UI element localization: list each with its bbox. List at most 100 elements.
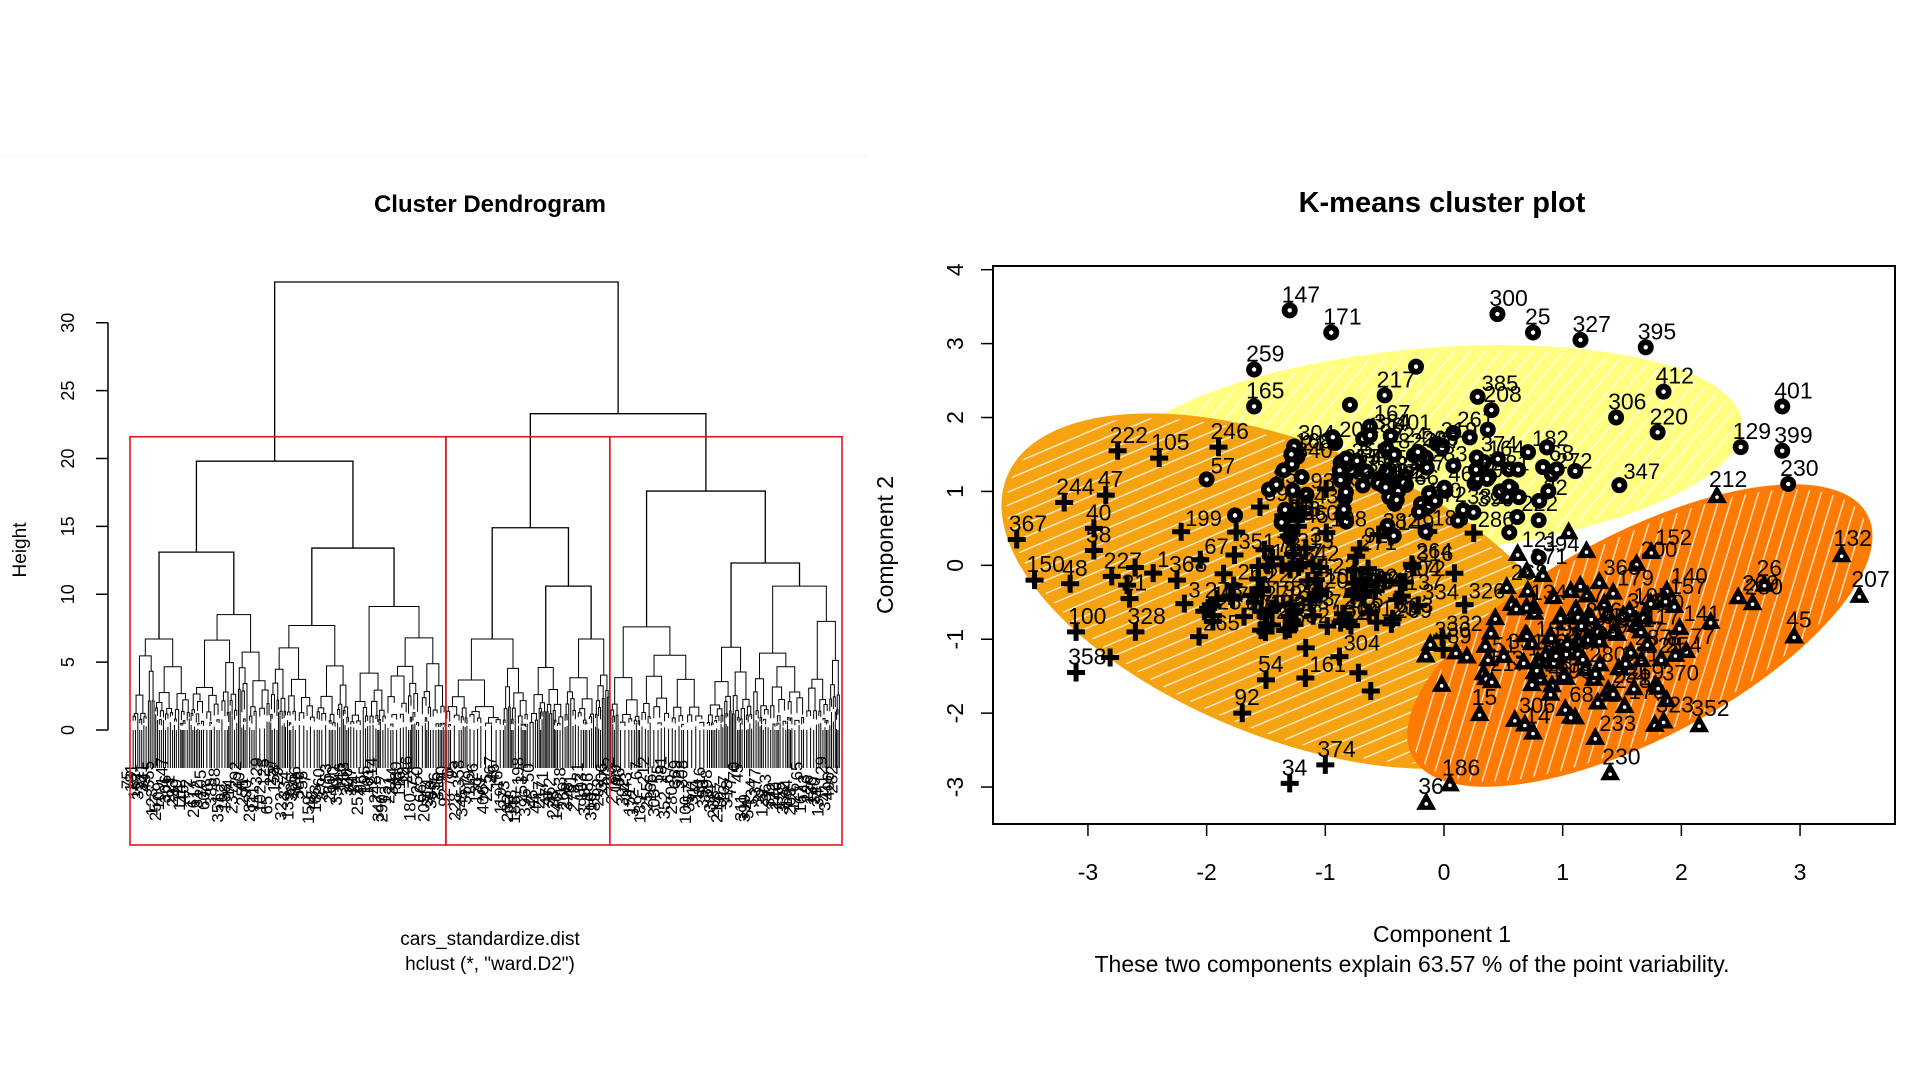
point-triangle-dot bbox=[1423, 654, 1428, 659]
leaf-label: 248 bbox=[365, 775, 384, 803]
leaf-label: 257 bbox=[261, 758, 280, 786]
point-label-40: 40 bbox=[1086, 499, 1112, 525]
point-triangle-dot bbox=[1639, 630, 1643, 635]
dendrogram-branch bbox=[216, 719, 220, 724]
leaf-label: 388 bbox=[421, 781, 440, 809]
point-label-374: 374 bbox=[1317, 736, 1356, 762]
point-label: 331 bbox=[1508, 629, 1545, 654]
x-tick-label: -3 bbox=[1078, 859, 1098, 885]
point-triangle bbox=[1641, 541, 1662, 560]
dendrogram-branch bbox=[190, 712, 194, 721]
point-triangle-dot bbox=[1628, 651, 1633, 655]
point-label-212: 212 bbox=[1709, 466, 1747, 492]
point-triangle bbox=[1577, 584, 1598, 603]
point-cross bbox=[1282, 595, 1301, 614]
point-circle-dot bbox=[1578, 337, 1583, 343]
point-label: 57 bbox=[1211, 453, 1235, 478]
point-cross bbox=[1061, 574, 1080, 593]
point-circle-dot bbox=[1204, 477, 1209, 482]
point-cross bbox=[1288, 517, 1307, 536]
point-label-278: 278 bbox=[1205, 577, 1243, 603]
leaf-label: 278 bbox=[603, 776, 622, 804]
point-label: 141 bbox=[1684, 601, 1721, 626]
leaf-label: 138 bbox=[550, 767, 569, 795]
point-label-45: 45 bbox=[1786, 607, 1812, 633]
leaf-label: 226 bbox=[798, 775, 817, 803]
leaf-label: 199 bbox=[606, 764, 625, 792]
point-circle-dot bbox=[1289, 452, 1294, 457]
point-triangle bbox=[1620, 640, 1641, 659]
leaf-label: 194 bbox=[777, 779, 796, 807]
dendrogram-branch bbox=[699, 721, 705, 727]
leaf-label: 330 bbox=[386, 761, 405, 789]
point-triangle-dot bbox=[1648, 602, 1653, 606]
point-triangle bbox=[1560, 705, 1581, 724]
point-cross bbox=[1391, 573, 1410, 592]
point-cross bbox=[1280, 774, 1299, 793]
point-cross bbox=[1311, 558, 1330, 577]
point-triangle-dot bbox=[1605, 612, 1610, 617]
point-cross bbox=[1387, 590, 1406, 609]
point-triangle bbox=[1516, 560, 1537, 579]
point-label-412: 412 bbox=[1656, 363, 1694, 389]
dendrogram-branch bbox=[399, 713, 404, 723]
point-label-399: 399 bbox=[1774, 422, 1812, 448]
dendrogram-branch bbox=[777, 715, 781, 722]
leaf-label: 236 bbox=[425, 772, 444, 800]
point-cross bbox=[1350, 539, 1369, 558]
point-triangle bbox=[1415, 644, 1436, 663]
point-circle-dot bbox=[1388, 433, 1393, 439]
point-cross bbox=[1434, 640, 1453, 659]
point-label: 199 bbox=[1185, 506, 1222, 531]
point-triangle bbox=[1653, 710, 1674, 729]
point-cross bbox=[1464, 524, 1483, 543]
point-triangle bbox=[1656, 579, 1677, 598]
dendrogram-x-label-line2: hclust (*, "ward.D2") bbox=[405, 954, 575, 975]
point-cross bbox=[1150, 449, 1169, 468]
point-label-227: 227 bbox=[1104, 547, 1142, 573]
leaf-label: 311 bbox=[732, 794, 751, 821]
point-circle-dot bbox=[1364, 469, 1369, 474]
point-cross bbox=[1101, 648, 1120, 667]
leaf-label: 214 bbox=[362, 757, 381, 785]
point-circle-dot bbox=[1287, 308, 1292, 313]
leaf-label: 255 bbox=[638, 782, 657, 810]
y-tick-label: 5 bbox=[58, 657, 78, 667]
point-cross bbox=[1296, 668, 1315, 687]
leaf-label: 292 bbox=[226, 761, 245, 789]
y-tick-label: 1 bbox=[942, 485, 968, 498]
leaf-label: 96 bbox=[610, 768, 629, 787]
point-label-230: 230 bbox=[1780, 455, 1818, 481]
dendrogram-x-label-line1: cars_standardize.dist bbox=[400, 929, 580, 950]
y-tick-label: 3 bbox=[942, 337, 968, 350]
point-cross bbox=[1360, 603, 1379, 622]
dendrogram-branch bbox=[158, 719, 162, 726]
y-tick-label: 10 bbox=[58, 584, 78, 604]
dendrogram-branch bbox=[520, 723, 524, 727]
point-label-327: 327 bbox=[1572, 311, 1610, 337]
point-circle-dot bbox=[1467, 435, 1472, 440]
point-triangle-dot bbox=[1531, 731, 1535, 736]
leaf-label: 125 bbox=[254, 758, 273, 786]
point-triangle-dot bbox=[1645, 643, 1650, 647]
y-tick-label: -1 bbox=[942, 629, 968, 649]
point-triangle-dot bbox=[1521, 661, 1526, 666]
point-circle-dot bbox=[1290, 488, 1295, 493]
point-triangle-dot bbox=[1659, 658, 1663, 663]
leaf-label: 48 bbox=[303, 791, 322, 810]
point-circle-dot bbox=[1354, 458, 1360, 463]
leaf-label: 26 bbox=[463, 763, 482, 782]
point-triangle-dot bbox=[1839, 554, 1844, 559]
point-label: 378 bbox=[1367, 459, 1404, 484]
point-triangle bbox=[1540, 682, 1561, 701]
leaf-label: 351 bbox=[209, 794, 228, 822]
leaf-label: 90 bbox=[236, 779, 255, 798]
point-circle-dot bbox=[1455, 518, 1461, 523]
point-label-259: 259 bbox=[1246, 340, 1284, 366]
point-triangle-dot bbox=[1634, 563, 1639, 567]
point-triangle-dot bbox=[1523, 723, 1527, 728]
leaf-label: 143 bbox=[794, 774, 813, 802]
point-label: 315 bbox=[1297, 528, 1334, 553]
point-label-368: 368 bbox=[1169, 551, 1207, 577]
point-circle-dot bbox=[1516, 494, 1522, 500]
